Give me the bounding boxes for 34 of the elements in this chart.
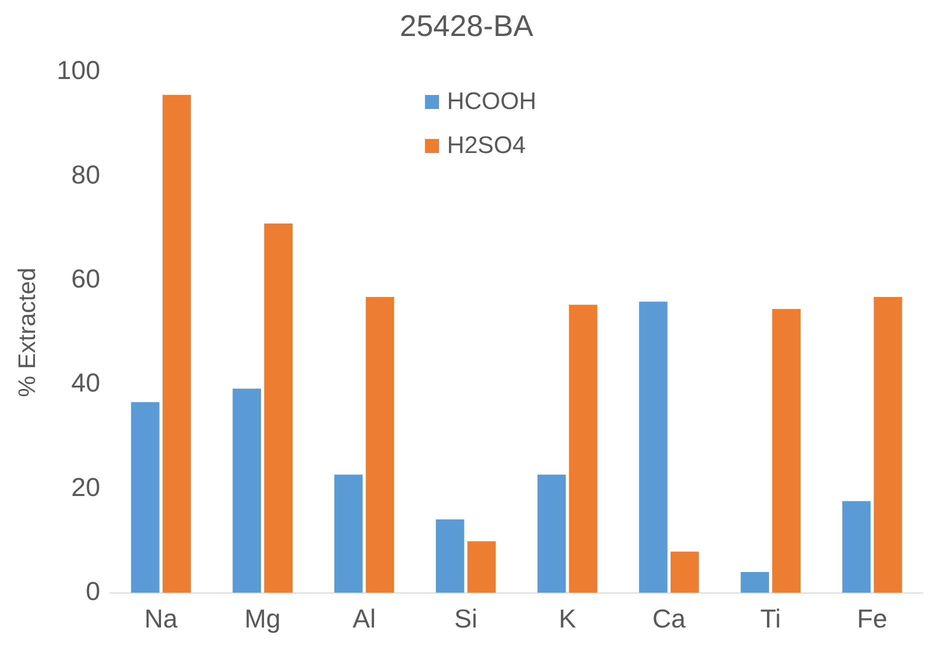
bar: [232, 388, 262, 593]
bar: [436, 519, 464, 593]
bar: [740, 572, 770, 593]
x-tick-label: Ca: [652, 604, 686, 634]
x-tick-label: Mg: [244, 604, 281, 634]
bar: [467, 541, 496, 593]
bar: [131, 402, 160, 593]
legend-label: H2SO4: [447, 132, 526, 160]
y-axis-title: % Extracted: [14, 268, 42, 398]
bar: [264, 224, 293, 593]
bar: [162, 94, 191, 593]
bar: [537, 474, 566, 593]
bar: [772, 308, 801, 593]
x-tick-label: Al: [352, 604, 376, 634]
x-tick-label: K: [558, 604, 577, 634]
legend-label: HCOOH: [447, 88, 536, 116]
bar: [568, 304, 598, 593]
chart-title: 25428-BA: [398, 10, 534, 44]
y-tick-label: 40: [71, 368, 100, 398]
y-tick-label: 20: [71, 472, 100, 502]
bar: [670, 552, 699, 593]
bar: [842, 501, 871, 593]
x-tick-label: Fe: [857, 604, 888, 634]
y-tick-label: 0: [86, 576, 100, 606]
y-tick-label: 60: [71, 263, 100, 294]
bar: [639, 302, 668, 593]
bar: [334, 474, 363, 593]
x-tick-label: Na: [144, 604, 178, 634]
bar: [874, 296, 902, 593]
bar: [366, 296, 394, 593]
y-tick-label: 100: [56, 55, 100, 86]
x-tick-label: Si: [454, 604, 478, 634]
y-tick-label: 80: [71, 159, 100, 190]
x-tick-label: Ti: [760, 604, 781, 634]
